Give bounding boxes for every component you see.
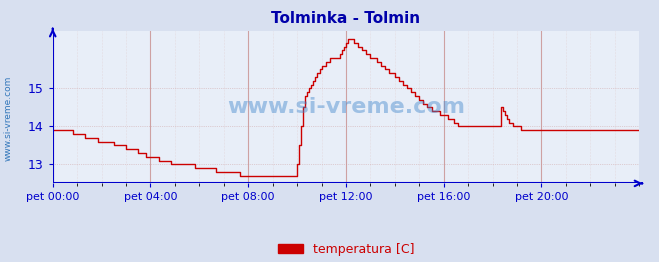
Legend: temperatura [C]: temperatura [C] (273, 238, 419, 261)
Text: www.si-vreme.com: www.si-vreme.com (3, 75, 13, 161)
Text: www.si-vreme.com: www.si-vreme.com (227, 97, 465, 117)
Title: Tolminka - Tolmin: Tolminka - Tolmin (272, 11, 420, 26)
